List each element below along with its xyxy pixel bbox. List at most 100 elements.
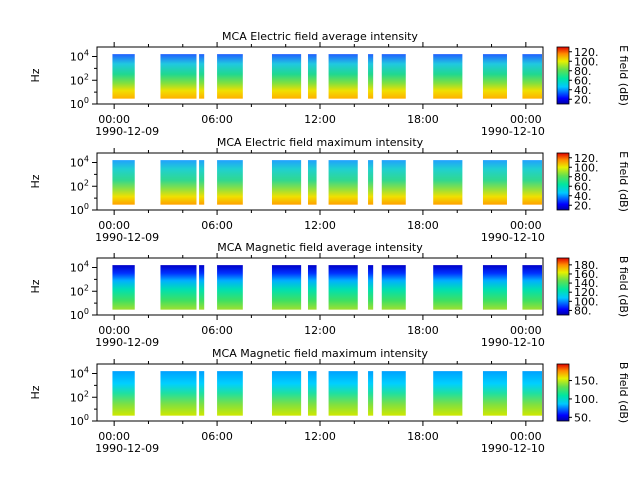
x-tick-label: 12:00 <box>304 219 336 232</box>
colorbar-tick-label: 40. <box>574 190 592 203</box>
spectrogram-block <box>482 160 507 205</box>
spectrogram-block <box>271 265 302 310</box>
spectrogram-block <box>307 371 317 416</box>
x-tick-label: 06:00 <box>201 219 233 232</box>
colorbar-tick-label: 100. <box>574 393 599 406</box>
spectrogram-block <box>307 54 317 99</box>
y-tick-label: 104 <box>70 260 89 275</box>
x-tick-label: 18:00 <box>407 113 439 126</box>
y-axis-label: Hz <box>29 385 42 399</box>
spectrogram-block <box>328 54 358 99</box>
spectrogram-block <box>199 54 205 99</box>
colorbar-tick-label: 120. <box>574 46 599 59</box>
spectrogram-block <box>199 160 205 205</box>
date-label-end: 1990-12-10 <box>481 125 545 138</box>
colorbar-tick-label: 140. <box>574 277 599 290</box>
spectrogram-block <box>368 265 374 310</box>
x-tick-label: 06:00 <box>201 113 233 126</box>
colorbar-tick-label: 60. <box>574 74 592 87</box>
panel-title: MCA Magnetic field maximum intensity <box>212 347 428 360</box>
spectrogram-block <box>112 371 135 416</box>
spectrogram-block <box>271 371 302 416</box>
spectrogram-block <box>307 160 317 205</box>
colorbar-tick-label: 80. <box>574 65 592 78</box>
date-label-end: 1990-12-10 <box>481 336 545 349</box>
spectrogram-block <box>328 265 358 310</box>
x-tick-label: 18:00 <box>407 324 439 337</box>
spectrogram-block <box>368 54 374 99</box>
spectrogram-block <box>217 265 243 310</box>
spectrogram-block <box>381 371 406 416</box>
panel-3: MCA Magnetic field average intensity 00:0… <box>29 241 630 349</box>
x-tick-label: 06:00 <box>201 430 233 443</box>
spectrogram-block <box>433 265 463 310</box>
spectrogram-block <box>433 54 463 99</box>
x-tick-label: 06:00 <box>201 324 233 337</box>
date-label-end: 1990-12-10 <box>481 231 545 244</box>
spectrogram-block <box>217 54 243 99</box>
spectrogram-block <box>482 265 507 310</box>
date-label-start: 1990-12-09 <box>95 231 159 244</box>
y-tick-label: 100 <box>70 96 89 111</box>
y-tick-label: 102 <box>70 72 89 87</box>
x-tick-label: 00:00 <box>98 430 130 443</box>
x-tick-label: 18:00 <box>407 219 439 232</box>
spectrogram-block <box>381 160 406 205</box>
spectrogram-block <box>217 371 243 416</box>
spectrogram-block <box>160 371 197 416</box>
colorbar-tick-label: 120. <box>574 286 599 299</box>
colorbar <box>556 152 570 211</box>
y-tick-label: 102 <box>70 283 89 298</box>
panel-title: MCA Magnetic field average intensity <box>217 241 423 254</box>
spectrogram-block <box>522 54 542 99</box>
x-tick-label: 00:00 <box>98 219 130 232</box>
colorbar-label: E field (dB) <box>617 45 630 106</box>
y-tick-label: 102 <box>70 178 89 193</box>
x-tick-label: 00:00 <box>510 113 542 126</box>
spectrogram-block <box>217 160 243 205</box>
spectrogram-block <box>271 160 302 205</box>
spectrogram-block <box>381 265 406 310</box>
y-tick-label: 100 <box>70 413 89 428</box>
colorbar-tick-label: 100. <box>574 55 599 68</box>
y-tick-label: 100 <box>70 202 89 217</box>
panel-2: MCA Electric field maximum intensity 00:0… <box>29 136 630 244</box>
y-tick-label: 104 <box>70 49 89 64</box>
date-label-start: 1990-12-09 <box>95 442 159 455</box>
spectrogram-block <box>328 371 358 416</box>
colorbar-label: E field (dB) <box>617 151 630 212</box>
y-tick-label: 100 <box>70 307 89 322</box>
colorbar <box>556 46 570 105</box>
colorbar <box>556 257 570 316</box>
colorbar-tick-label: 100. <box>574 161 599 174</box>
y-tick-label: 102 <box>70 389 89 404</box>
spectrogram-block <box>522 160 542 205</box>
colorbar-tick-label: 20. <box>574 199 592 212</box>
spectrogram-block <box>381 54 406 99</box>
colorbar-label: B field (dB) <box>617 256 630 317</box>
y-tick-label: 104 <box>70 155 89 170</box>
x-tick-label: 00:00 <box>510 430 542 443</box>
spectrogram-block <box>368 371 374 416</box>
x-tick-label: 12:00 <box>304 324 336 337</box>
colorbar-tick-label: 80. <box>574 304 592 317</box>
x-tick-label: 12:00 <box>304 113 336 126</box>
spectrogram-block <box>112 160 135 205</box>
colorbar-tick-label: 20. <box>574 93 592 106</box>
colorbar-label: B field (dB) <box>617 362 630 423</box>
y-axis-label: Hz <box>29 279 42 293</box>
date-label-start: 1990-12-09 <box>95 336 159 349</box>
panel-4: MCA Magnetic field maximum intensity 00:0… <box>29 347 630 455</box>
x-tick-label: 18:00 <box>407 430 439 443</box>
x-tick-label: 12:00 <box>304 430 336 443</box>
colorbar-tick-label: 160. <box>574 268 599 281</box>
y-tick-label: 104 <box>70 366 89 381</box>
x-tick-label: 00:00 <box>98 324 130 337</box>
x-tick-label: 00:00 <box>98 113 130 126</box>
spectrogram-block <box>482 54 507 99</box>
panel-1: MCA Electric field average intensity 00:0… <box>29 30 630 138</box>
colorbar-tick-label: 150. <box>574 375 599 388</box>
colorbar-tick-label: 80. <box>574 171 592 184</box>
spectrogram-block <box>522 265 542 310</box>
